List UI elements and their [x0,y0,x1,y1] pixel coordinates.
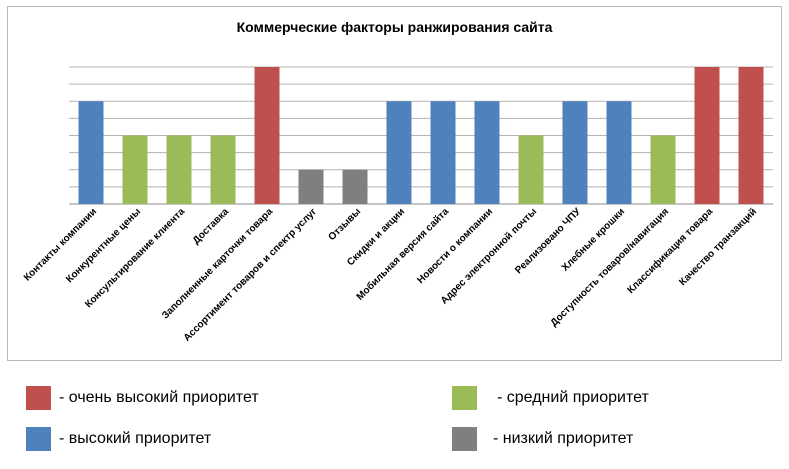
x-tick-label: Контакты компании [22,206,99,283]
legend-medium: - средний приоритет [452,386,649,410]
legend-label-medium: - средний приоритет [497,389,649,406]
x-tick-label: Новости о компании [415,206,495,286]
bar [122,135,148,204]
bar [650,135,676,204]
x-tick-label: Мобильная версия сайта [354,205,451,302]
legend-label-very-high: - очень высокий приоритет [59,389,259,406]
bar [254,67,280,204]
legend-swatch-high [26,427,51,451]
bar [78,101,104,204]
legend-label-high: - высокий приоритет [59,430,212,447]
legend-swatch-low [452,427,477,451]
bar [210,135,236,204]
legend-label-low: - низкий приоритет [493,430,634,447]
x-tick-label: Доставка [191,206,232,247]
bar [606,101,632,204]
x-tick-label: Конкурентные цены [64,206,143,285]
x-tick-label: Качество транзакций [677,206,759,288]
legend-very-high: - очень высокий приоритет [26,386,259,410]
bar [738,67,764,204]
bar [694,67,720,204]
bar [474,101,500,204]
bar [386,101,412,204]
chart-title: Коммерческие факторы ранжирования сайта [236,19,553,35]
legend-swatch-very-high [26,386,51,410]
bar [562,101,588,204]
legend-low: - низкий приоритет [452,427,633,451]
bar [342,169,368,204]
bar [430,101,456,204]
legend-high: - высокий приоритет [26,427,211,451]
bar [298,169,324,204]
legend-swatch-medium [452,386,477,410]
bar [166,135,192,204]
x-tick-label: Классификация товара [625,205,716,296]
bar [518,135,544,204]
x-tick-label: Отзывы [326,206,363,243]
